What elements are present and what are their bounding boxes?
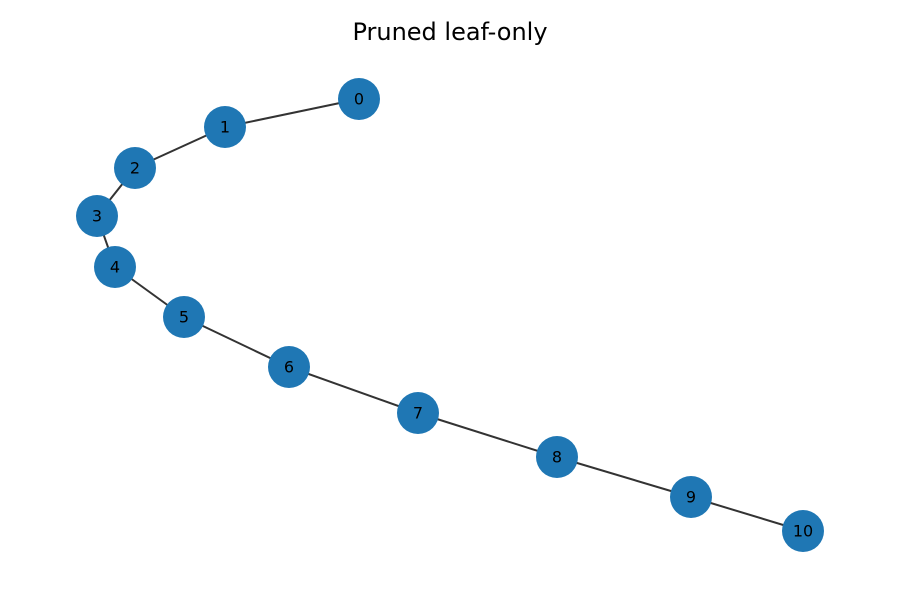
edge-7-8 <box>417 412 558 458</box>
node-5: 5 <box>163 296 205 338</box>
node-label-8: 8 <box>552 448 562 467</box>
node-circle-9 <box>670 476 712 518</box>
node-label-0: 0 <box>354 90 364 109</box>
node-4: 4 <box>94 246 136 288</box>
node-circle-8 <box>536 436 578 478</box>
node-label-3: 3 <box>92 207 102 226</box>
node-8: 8 <box>536 436 578 478</box>
node-circle-10 <box>782 510 824 552</box>
node-label-2: 2 <box>130 159 140 178</box>
node-3: 3 <box>76 195 118 237</box>
node-label-1: 1 <box>220 118 230 137</box>
node-6: 6 <box>268 346 310 388</box>
node-circle-4 <box>94 246 136 288</box>
nodes-layer: 0 1 2 3 4 5 6 7 8 9 10 <box>76 78 824 552</box>
node-10: 10 <box>782 510 824 552</box>
node-label-10: 10 <box>793 522 813 541</box>
edge-0-1 <box>224 98 360 128</box>
node-circle-2 <box>114 147 156 189</box>
node-circle-3 <box>76 195 118 237</box>
node-label-5: 5 <box>179 308 189 327</box>
node-circle-6 <box>268 346 310 388</box>
node-1: 1 <box>204 106 246 148</box>
node-7: 7 <box>397 392 439 434</box>
node-label-6: 6 <box>284 358 294 377</box>
node-label-4: 4 <box>110 258 120 277</box>
node-0: 0 <box>338 78 380 120</box>
node-2: 2 <box>114 147 156 189</box>
node-circle-0 <box>338 78 380 120</box>
node-label-9: 9 <box>686 488 696 507</box>
node-label-7: 7 <box>413 404 423 423</box>
node-circle-1 <box>204 106 246 148</box>
diagram-title: Pruned leaf-only <box>352 18 548 46</box>
node-9: 9 <box>670 476 712 518</box>
node-circle-7 <box>397 392 439 434</box>
edge-6-7 <box>288 366 419 414</box>
edge-8-9 <box>556 456 692 498</box>
node-circle-5 <box>163 296 205 338</box>
